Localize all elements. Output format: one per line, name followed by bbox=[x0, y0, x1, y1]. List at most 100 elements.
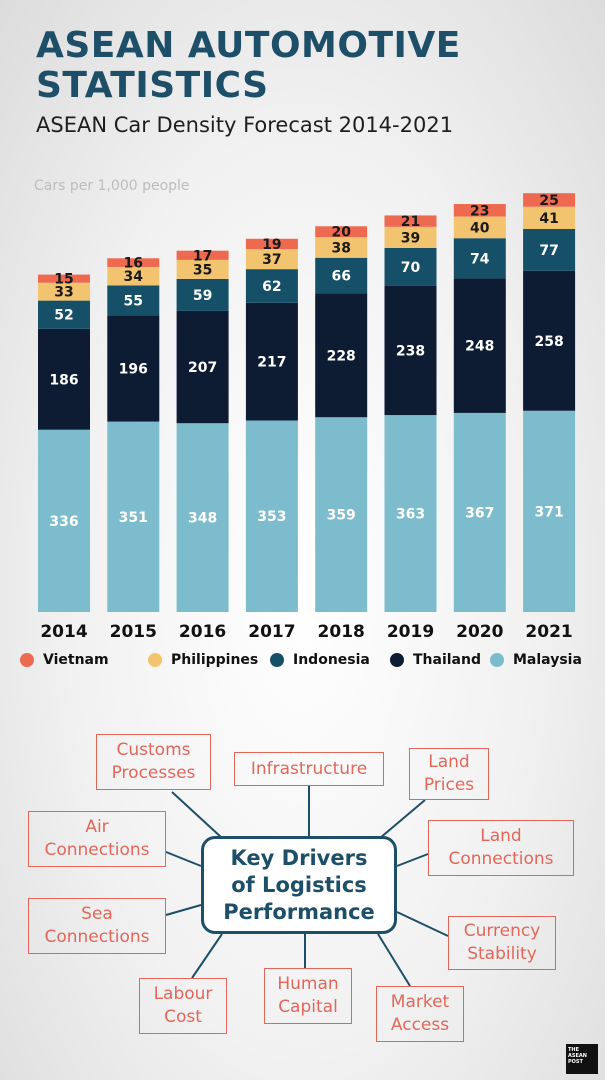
bar-vietnam-2017 bbox=[245, 238, 298, 250]
bar-philippines-2020 bbox=[453, 216, 506, 239]
legend-swatch-thailand bbox=[390, 653, 404, 667]
legend-label-philippines: Philippines bbox=[171, 652, 259, 668]
data-label-philippines-2014: 33 bbox=[54, 285, 73, 301]
bar-philippines-2018 bbox=[315, 237, 368, 258]
legend-label-thailand: Thailand bbox=[413, 652, 481, 668]
legend-item-vietnam: Vietnam bbox=[20, 652, 109, 668]
bar-malaysia-2015 bbox=[107, 421, 160, 612]
data-label-malaysia-2015: 351 bbox=[119, 510, 148, 526]
bar-malaysia-2019 bbox=[384, 415, 437, 612]
driver-currency-stability: Currency Stability bbox=[448, 916, 556, 970]
bar-thailand-2017 bbox=[245, 302, 298, 421]
connector-line-7 bbox=[191, 933, 223, 979]
data-label-indonesia-2016: 59 bbox=[193, 288, 212, 304]
bar-vietnam-2020 bbox=[453, 204, 506, 217]
bar-thailand-2020 bbox=[453, 278, 506, 413]
data-label-philippines-2021: 41 bbox=[539, 211, 558, 227]
chart-legend: Vietnam Philippines Indonesia Thailand Malay… bbox=[20, 652, 600, 672]
legend-label-malaysia: Malaysia bbox=[513, 652, 582, 668]
connector-line-6 bbox=[396, 911, 449, 937]
bar-thailand-2014 bbox=[38, 328, 90, 430]
data-label-indonesia-2019: 70 bbox=[401, 260, 421, 276]
bar-malaysia-2017 bbox=[245, 420, 298, 612]
data-label-thailand-2020: 248 bbox=[465, 339, 494, 355]
connector-line-0 bbox=[171, 791, 223, 839]
connector-line-5 bbox=[165, 904, 202, 916]
driver-market-access: Market Access bbox=[376, 986, 464, 1042]
data-label-thailand-2015: 196 bbox=[119, 361, 148, 377]
bar-philippines-2019 bbox=[384, 226, 437, 248]
bar-philippines-2014 bbox=[38, 282, 90, 301]
bar-indonesia-2017 bbox=[245, 269, 298, 303]
data-label-thailand-2016: 207 bbox=[188, 360, 217, 376]
data-label-thailand-2018: 228 bbox=[327, 348, 356, 364]
bar-indonesia-2014 bbox=[38, 300, 90, 329]
legend-item-indonesia: Indonesia bbox=[270, 652, 370, 668]
data-label-philippines-2015: 34 bbox=[124, 269, 144, 285]
data-label-vietnam-2019: 21 bbox=[401, 214, 420, 230]
legend-item-malaysia: Malaysia bbox=[490, 652, 582, 668]
bar-philippines-2015 bbox=[107, 266, 160, 286]
bar-indonesia-2018 bbox=[315, 257, 368, 294]
data-label-thailand-2014: 186 bbox=[49, 372, 78, 388]
data-label-malaysia-2019: 363 bbox=[396, 507, 425, 523]
bar-thailand-2015 bbox=[107, 315, 160, 422]
data-label-vietnam-2021: 25 bbox=[539, 193, 558, 209]
data-label-vietnam-2017: 19 bbox=[262, 237, 281, 253]
data-label-philippines-2019: 39 bbox=[401, 230, 420, 246]
bar-thailand-2019 bbox=[384, 285, 437, 416]
bar-indonesia-2020 bbox=[453, 238, 506, 279]
bar-vietnam-2018 bbox=[315, 226, 368, 238]
x-tick-label-2020: 2020 bbox=[456, 622, 503, 642]
legend-swatch-malaysia bbox=[490, 653, 504, 667]
bar-philippines-2021 bbox=[523, 206, 576, 229]
bar-philippines-2017 bbox=[245, 249, 298, 270]
bar-malaysia-2014 bbox=[38, 429, 90, 612]
driver-customs-processes: Customs Processes bbox=[96, 734, 211, 790]
x-tick-label-2014: 2014 bbox=[40, 622, 87, 642]
bar-indonesia-2019 bbox=[384, 247, 437, 286]
x-tick-label-2021: 2021 bbox=[525, 622, 572, 642]
y-axis-label: Cars per 1,000 people bbox=[34, 178, 190, 194]
data-label-indonesia-2017: 62 bbox=[262, 279, 281, 295]
bar-malaysia-2020 bbox=[453, 412, 506, 612]
bar-indonesia-2016 bbox=[176, 278, 229, 311]
data-label-vietnam-2020: 23 bbox=[470, 203, 489, 219]
bar-thailand-2021 bbox=[523, 270, 576, 411]
data-label-philippines-2017: 37 bbox=[262, 252, 281, 268]
data-label-indonesia-2021: 77 bbox=[539, 243, 558, 259]
bar-malaysia-2021 bbox=[523, 410, 576, 612]
bar-vietnam-2021 bbox=[523, 193, 576, 207]
legend-swatch-vietnam bbox=[20, 653, 34, 667]
bar-thailand-2018 bbox=[315, 293, 368, 418]
driver-sea-connections: Sea Connections bbox=[28, 898, 166, 954]
bar-malaysia-2018 bbox=[315, 417, 368, 612]
connector-line-3 bbox=[165, 851, 202, 867]
bar-vietnam-2019 bbox=[384, 215, 437, 227]
driver-air-connections: Air Connections bbox=[28, 811, 166, 867]
data-label-vietnam-2014: 15 bbox=[54, 272, 73, 288]
data-label-indonesia-2014: 52 bbox=[54, 308, 73, 324]
data-label-malaysia-2020: 367 bbox=[465, 505, 494, 521]
connector-line-9 bbox=[377, 933, 411, 987]
bar-vietnam-2015 bbox=[107, 258, 160, 267]
x-tick-label-2016: 2016 bbox=[179, 622, 226, 642]
bar-thailand-2016 bbox=[176, 310, 229, 424]
driver-human-capital: Human Capital bbox=[264, 968, 352, 1024]
data-label-thailand-2019: 238 bbox=[396, 344, 425, 360]
data-label-malaysia-2016: 348 bbox=[188, 511, 217, 527]
data-label-malaysia-2018: 359 bbox=[327, 508, 356, 524]
legend-label-indonesia: Indonesia bbox=[293, 652, 370, 668]
driver-land-prices: Land Prices bbox=[409, 748, 489, 800]
data-label-malaysia-2021: 371 bbox=[534, 504, 563, 520]
data-label-indonesia-2018: 66 bbox=[331, 269, 350, 285]
x-tick-label-2015: 2015 bbox=[110, 622, 157, 642]
key-drivers-center: Key Drivers of Logistics Performance bbox=[201, 836, 397, 934]
legend-label-vietnam: Vietnam bbox=[43, 652, 109, 668]
x-tick-label-2019: 2019 bbox=[387, 622, 434, 642]
driver-land-connections: Land Connections bbox=[428, 820, 574, 876]
legend-item-thailand: Thailand bbox=[390, 652, 481, 668]
legend-swatch-philippines bbox=[148, 653, 162, 667]
